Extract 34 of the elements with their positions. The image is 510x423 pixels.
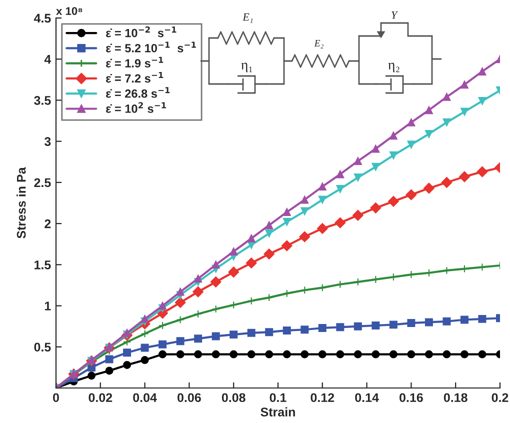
legend-label: ε̇ = 10$^{−2}$ s$^{−1}$ [106,26,176,38]
y-axis-title: Stress in Pa [16,167,26,238]
x-tick-label: 0.16 [400,393,423,402]
legend-label: ε̇ = 1.9 s$^{−1}$ [106,56,164,68]
x-tick-label: 0.2 [492,393,508,402]
x-tick-label: 0.04 [133,393,157,402]
legend-label: ε̇ = 5.2 10$^{−1}$ s$^{−1}$ [106,42,196,52]
y-tick-label: 1 [44,302,51,310]
x-axis-title: Strain [260,407,295,416]
x-tick-label: 0.12 [310,393,334,402]
legend-label: ε̇ = 26.8 s$^{−1}$ [106,87,170,98]
y-tick-label: 3.5 [34,96,51,105]
x-tick-label: 0.06 [178,393,201,402]
text: x 10⁸ [56,7,82,15]
annotation: η₁ [241,62,252,72]
annotation: E₂ [314,40,324,48]
y-tick-label: 4.5 [34,14,51,23]
legend-label: ε̇ = 10$^{2}$ s$^{−1}$ [106,102,166,113]
y-tick-label: 2.5 [34,178,51,188]
x-tick-label: 0.18 [444,393,468,402]
x-tick-label: 0.02 [88,393,112,402]
x-tick-label: 0.14 [355,393,379,402]
annotation: Y [392,11,398,19]
annotation: η₂ [388,62,400,72]
x-tick-label: 0.1 [270,393,286,402]
y-tick-label: 2 [44,219,51,228]
legend-label: ε̇ = 7.2 s$^{−1}$ [106,72,164,83]
x-tick-label: 0.08 [222,393,246,402]
x-tick-label: 0 [53,393,59,402]
y-tick-label: 0.5 [34,342,51,352]
y-tick-label: 1.5 [34,260,51,270]
y-tick-label: 4 [44,55,52,64]
y-tick-label: 3 [44,137,51,146]
annotation: E₁ [242,13,253,23]
